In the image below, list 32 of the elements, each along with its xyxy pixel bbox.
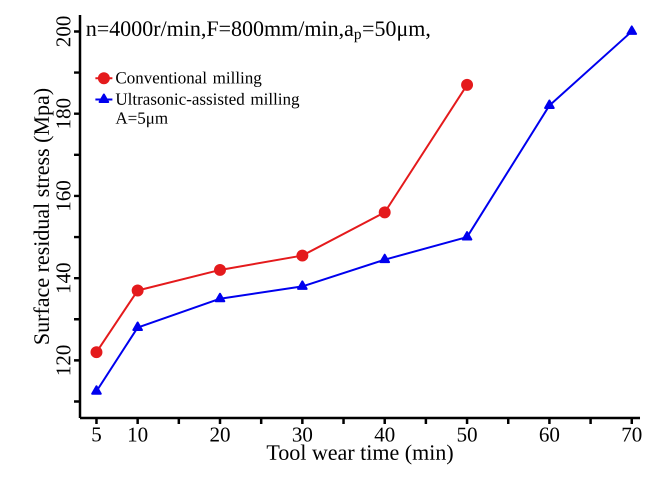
legend-label: Conventional milling — [116, 72, 262, 88]
x-tick-label: 30 — [292, 427, 312, 442]
point — [378, 206, 391, 218]
point — [132, 322, 143, 332]
point — [544, 99, 555, 109]
point — [379, 254, 390, 264]
y-tick-label: 180 — [56, 98, 70, 128]
x-tick-label: 50 — [458, 427, 477, 442]
x-tick-label: 5 — [92, 428, 101, 442]
x-axis-title: Tool wear time (min) — [266, 444, 453, 464]
legend-label: Ultrasonic-assisted milling A=5μm — [116, 92, 300, 128]
y-tick-label: 200 — [56, 16, 70, 46]
x-tick-label: 70 — [622, 427, 642, 442]
point — [462, 231, 472, 241]
x-tick-label: 20 — [210, 427, 230, 442]
y-axis-title: Surface residual stress (Mpa) — [33, 88, 54, 344]
y-tick-label: 120 — [56, 345, 70, 374]
point — [214, 264, 226, 276]
point — [461, 78, 474, 91]
point — [90, 346, 102, 358]
point — [297, 280, 308, 290]
point — [91, 385, 102, 395]
x-tick-label: 40 — [374, 427, 394, 442]
y-tick-label: 160 — [56, 180, 70, 210]
point — [214, 292, 226, 302]
point — [296, 250, 308, 262]
point — [626, 25, 638, 35]
point — [132, 284, 144, 296]
y-tick-label: 140 — [56, 263, 70, 292]
annotation: n=4000r/min,F=800mm/min,a$_{p}$=50μm, — [86, 21, 430, 42]
x-tick-label: 10 — [128, 427, 148, 442]
x-tick-label: 60 — [540, 427, 560, 442]
